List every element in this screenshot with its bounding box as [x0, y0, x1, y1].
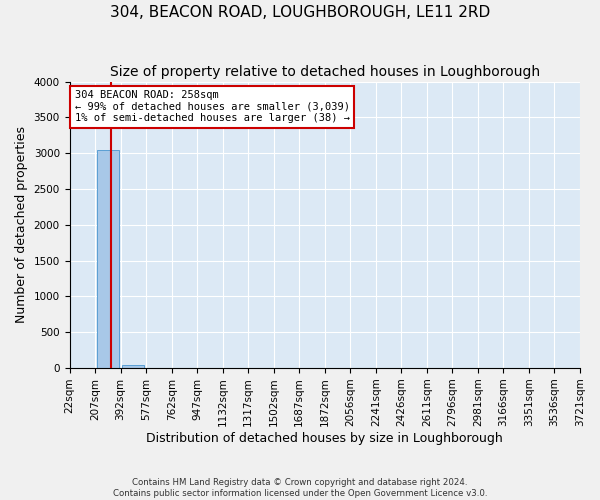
- Text: 304, BEACON ROAD, LOUGHBOROUGH, LE11 2RD: 304, BEACON ROAD, LOUGHBOROUGH, LE11 2RD: [110, 5, 490, 20]
- Y-axis label: Number of detached properties: Number of detached properties: [15, 126, 28, 324]
- Bar: [122, 366, 144, 368]
- Text: Contains HM Land Registry data © Crown copyright and database right 2024.
Contai: Contains HM Land Registry data © Crown c…: [113, 478, 487, 498]
- Bar: [97, 150, 119, 368]
- Text: 304 BEACON ROAD: 258sqm
← 99% of detached houses are smaller (3,039)
1% of semi-: 304 BEACON ROAD: 258sqm ← 99% of detache…: [74, 90, 350, 124]
- Title: Size of property relative to detached houses in Loughborough: Size of property relative to detached ho…: [110, 65, 540, 79]
- X-axis label: Distribution of detached houses by size in Loughborough: Distribution of detached houses by size …: [146, 432, 503, 445]
